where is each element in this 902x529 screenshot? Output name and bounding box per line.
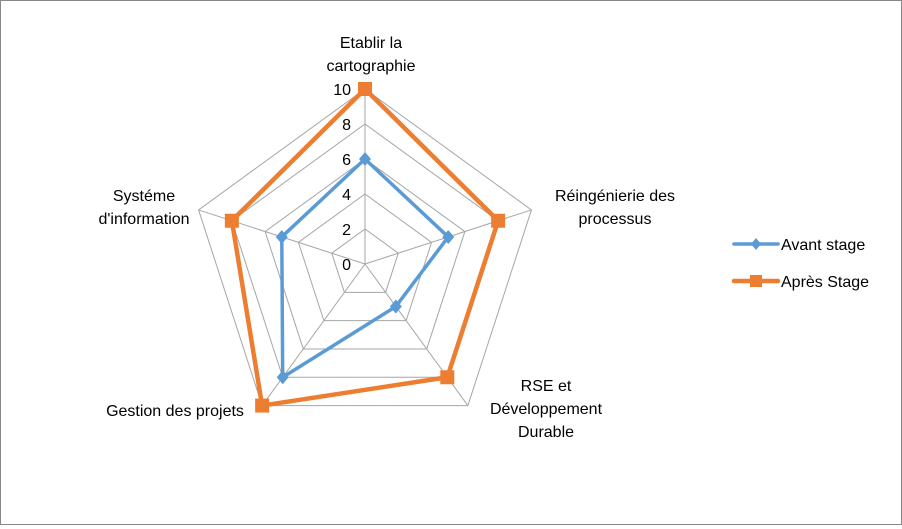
grid-ring bbox=[331, 228, 399, 293]
data-point-diamond bbox=[389, 299, 402, 314]
legend-marker-diamond bbox=[751, 238, 761, 250]
grid-spoke bbox=[364, 263, 469, 406]
legend-label: Avant stage bbox=[781, 237, 865, 254]
data-point-square bbox=[491, 213, 506, 228]
series-line-1 bbox=[229, 86, 501, 408]
tick-label: 2 bbox=[342, 222, 351, 239]
data-point-square bbox=[440, 370, 455, 385]
grid-ring bbox=[197, 88, 533, 407]
data-point-square bbox=[358, 82, 372, 96]
series-line-0 bbox=[280, 157, 450, 380]
legend-label: Après Stage bbox=[781, 274, 869, 291]
axis-label: Gestion des projets bbox=[106, 403, 244, 420]
data-point-diamond bbox=[276, 370, 289, 385]
grid-spoke bbox=[261, 263, 366, 406]
data-point-diamond bbox=[275, 229, 288, 244]
grid-ring bbox=[231, 123, 499, 378]
grid-ring bbox=[297, 193, 433, 322]
tick-label: 8 bbox=[342, 117, 351, 134]
data-point-diamond bbox=[442, 229, 455, 244]
data-point-square bbox=[224, 213, 239, 228]
tick-label: 10 bbox=[333, 82, 351, 99]
axis-label: RSE et Développement Durable bbox=[490, 378, 603, 441]
axis-label: Systéme d'information bbox=[98, 188, 189, 228]
tick-label: 6 bbox=[342, 152, 351, 169]
tick-label: 4 bbox=[342, 187, 351, 204]
axis-label: Etablir la cartographie bbox=[327, 35, 416, 75]
grid-ring bbox=[264, 158, 466, 350]
data-point-square bbox=[255, 398, 270, 413]
legend-marker-square bbox=[750, 275, 762, 287]
axis-label: Réingénierie des processus bbox=[555, 188, 675, 228]
tick-label: 0 bbox=[342, 257, 351, 274]
data-point-diamond bbox=[359, 152, 371, 166]
